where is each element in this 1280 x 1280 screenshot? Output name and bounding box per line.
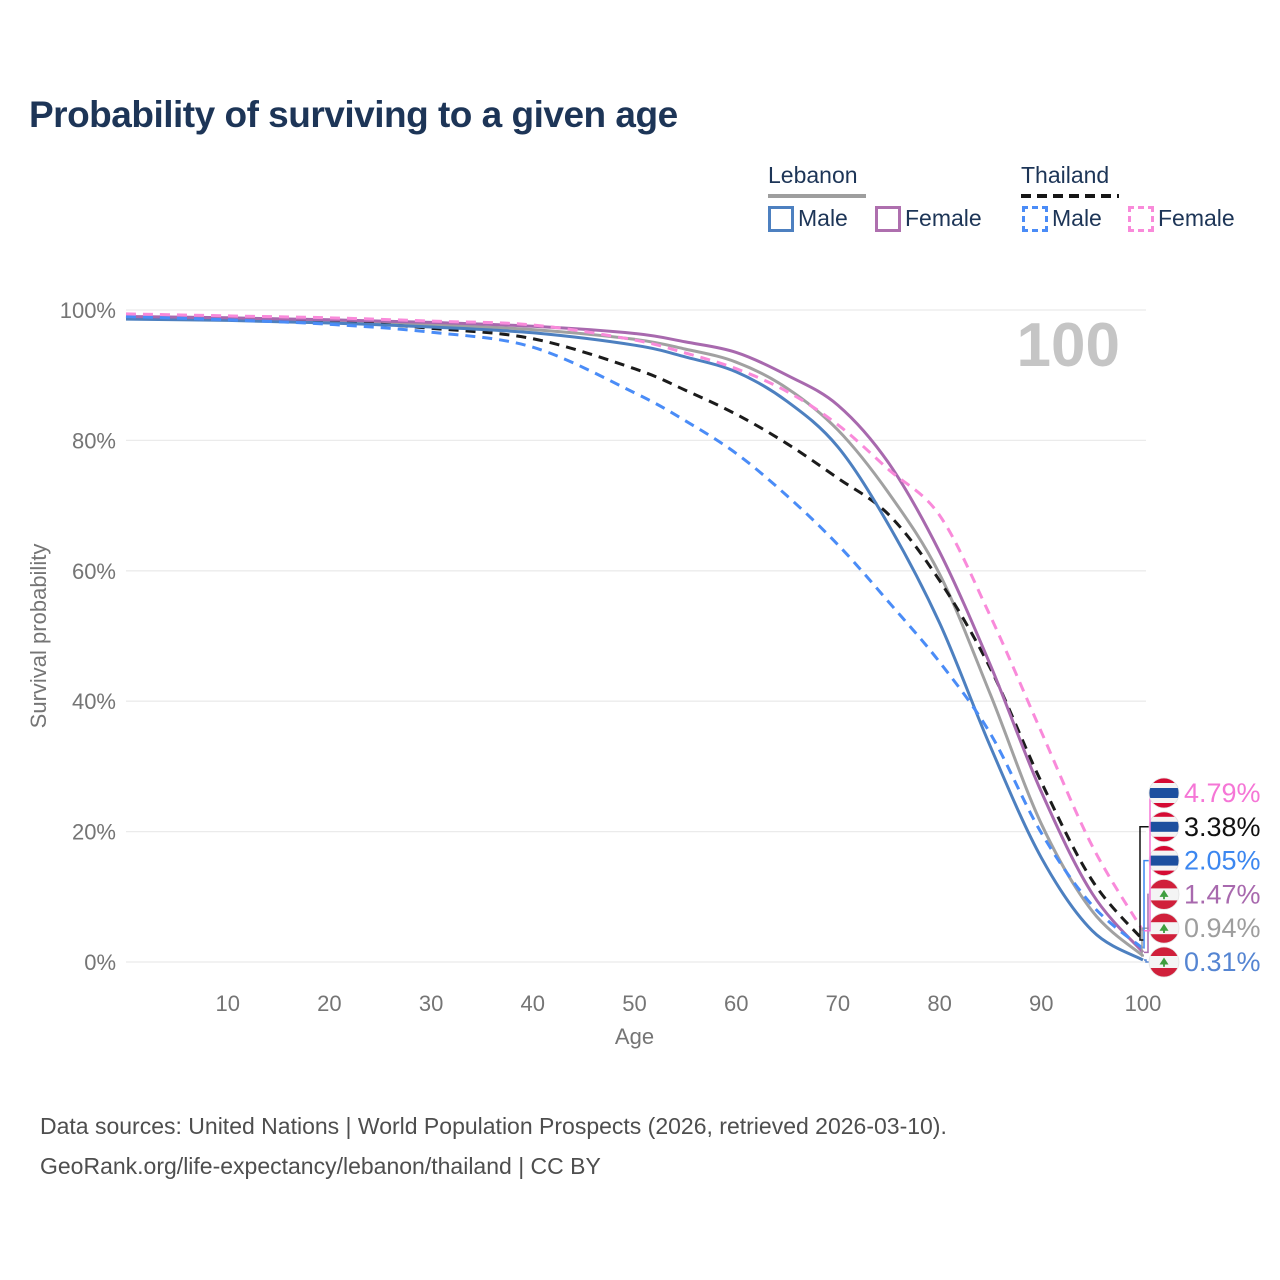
footer: Data sources: United Nations | World Pop… [40, 1106, 947, 1186]
legend-header-thailand: Thailand [1021, 162, 1110, 188]
y-tick-label: 0% [84, 950, 116, 975]
legend-label-lebanon-male: Male [798, 205, 848, 231]
x-tick-label: 70 [826, 991, 850, 1016]
x-tick-label: 100 [1125, 991, 1162, 1016]
footer-attribution-link: GeoRank.org/life-expectancy/lebanon/thai… [40, 1153, 601, 1179]
flag-icon-thailand [1148, 845, 1180, 876]
y-tick-label: 60% [72, 559, 116, 584]
x-tick-label: 60 [724, 991, 748, 1016]
x-tick-label: 50 [622, 991, 646, 1016]
legend-swatch-thailand-male[interactable] [1022, 205, 1048, 232]
legend-group-lebanon: Lebanon [768, 162, 866, 198]
end-value-label-thailand-male: 2.05% [1184, 846, 1261, 876]
x-tick-label: 40 [521, 991, 545, 1016]
x-tick-label: 90 [1029, 991, 1053, 1016]
series-line-thailand-male[interactable] [125, 315, 1144, 950]
flag-icon-lebanon [1148, 912, 1180, 944]
page-title: Probability of surviving to a given age [29, 94, 678, 135]
legend-item-thailand-male[interactable]: Male [1022, 205, 1102, 232]
legend-header-lebanon: Lebanon [768, 162, 858, 188]
x-tick-label: 20 [317, 991, 341, 1016]
legend-item-lebanon-female[interactable]: Female [875, 205, 982, 232]
legend-line-swatch-lebanon [768, 194, 866, 198]
legend-label-thailand-female: Female [1158, 205, 1235, 231]
end-value-label-thailand: 3.38% [1184, 812, 1261, 842]
end-label-connector [1139, 826, 1149, 941]
legend-label-lebanon-female: Female [905, 205, 982, 231]
flag-icon-thailand [1148, 811, 1180, 843]
flag-icon-lebanon [1148, 946, 1180, 978]
series-line-thailand-female[interactable] [125, 312, 1145, 932]
end-value-label-thailand-female: 4.79% [1184, 778, 1261, 808]
y-axis-title: Survival probability [26, 544, 51, 729]
flag-icon-thailand [1148, 777, 1180, 809]
series-line-thailand[interactable] [125, 314, 1145, 941]
end-label-connector [1144, 959, 1149, 963]
legend-line-swatch-thailand [1021, 194, 1119, 198]
legend-swatch-thailand-female[interactable] [1128, 205, 1154, 232]
legend-item-thailand-female[interactable]: Female [1128, 205, 1235, 232]
y-tick-label: 20% [72, 820, 116, 845]
legend-label-thailand-male: Male [1052, 205, 1102, 231]
series-line-lebanon-male[interactable] [125, 317, 1144, 962]
series-line-lebanon-female[interactable] [125, 315, 1145, 954]
end-value-label-lebanon-male: 0.31% [1184, 947, 1261, 977]
x-tick-label: 80 [927, 991, 951, 1016]
footer-data-sources: Data sources: United Nations | World Pop… [40, 1113, 947, 1139]
legend-swatch-lebanon-male[interactable] [768, 205, 794, 232]
watermark-age-counter: 100 [1017, 311, 1120, 380]
x-tick-label: 30 [419, 991, 443, 1016]
legend-group-thailand: Thailand [1021, 162, 1119, 198]
y-tick-label: 100% [60, 298, 116, 323]
flag-icon-lebanon [1148, 879, 1180, 910]
series-line-lebanon[interactable] [125, 316, 1144, 958]
legend-swatch-lebanon-female[interactable] [875, 205, 901, 232]
y-tick-label: 40% [72, 689, 116, 714]
end-value-label-lebanon-female: 1.47% [1184, 879, 1261, 909]
x-axis-title: Age [615, 1024, 654, 1049]
end-value-label-lebanon: 0.94% [1184, 913, 1261, 943]
legend-item-lebanon-male[interactable]: Male [768, 205, 848, 232]
y-tick-label: 80% [72, 428, 116, 453]
x-tick-label: 10 [215, 991, 239, 1016]
end-label-connector [1144, 893, 1149, 954]
end-label-connector [1143, 859, 1149, 949]
end-label-connector [1141, 927, 1149, 957]
